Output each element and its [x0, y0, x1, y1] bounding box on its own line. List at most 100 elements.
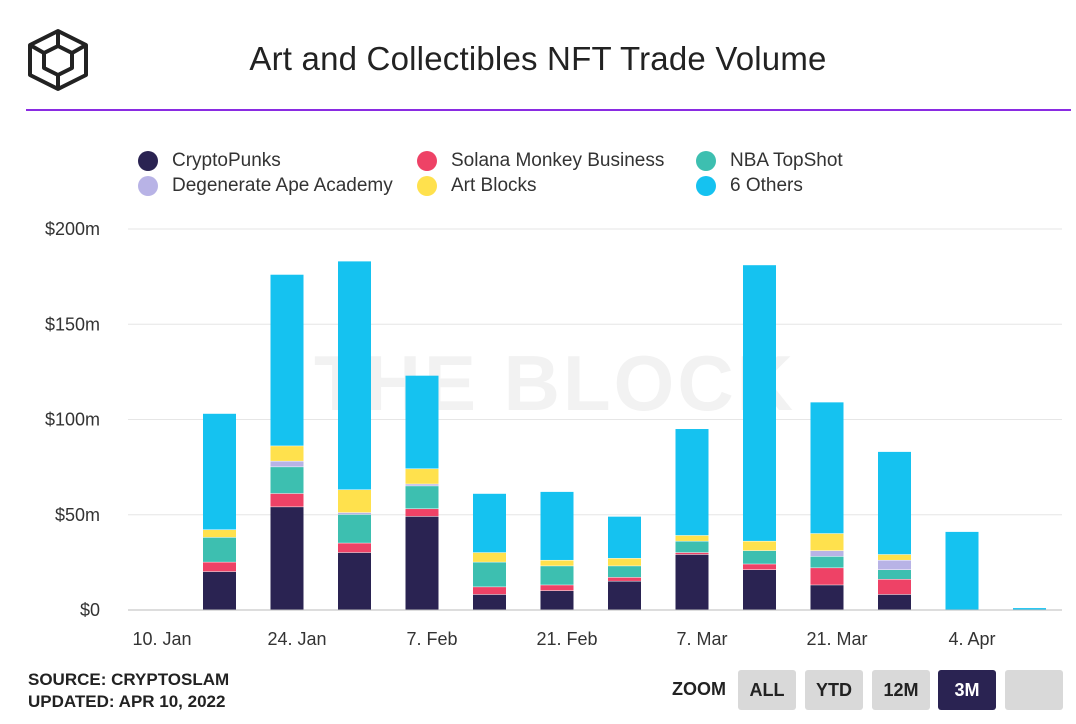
bar-segment-cryptopunks: [675, 554, 709, 610]
bar-stack-21-feb[interactable]: [540, 491, 574, 610]
bar-segment-art-blocks: [675, 535, 709, 541]
legend-label: Solana Monkey Business: [451, 150, 665, 171]
legend-item-nba-topshot[interactable]: NBA TopShot: [696, 149, 843, 173]
chart-header: Art and Collectibles NFT Trade Volume: [0, 0, 1076, 112]
y-tick-label: $150m: [45, 314, 100, 334]
zoom-12m-button[interactable]: 12M: [872, 670, 930, 710]
x-tick-label: 21. Mar: [806, 629, 867, 649]
updated-label: UPDATED: APR 10, 2022: [28, 692, 226, 711]
legend-item-solana-monkey-business[interactable]: Solana Monkey Business: [417, 149, 664, 173]
chart-legend: CryptoPunks Solana Monkey Business NBA Top…: [0, 146, 1076, 202]
bar-segment-cryptopunks: [405, 516, 439, 610]
bar-segment-art-blocks: [810, 533, 844, 551]
legend-item-6-others[interactable]: 6 Others: [696, 174, 803, 198]
legend-item-art-blocks[interactable]: Art Blocks: [417, 174, 537, 198]
bar-segment-cryptopunks: [203, 571, 236, 610]
bar-segment-solana-monkey-business: [338, 543, 371, 553]
bar-segment-6-others: [608, 516, 641, 559]
legend-item-cryptopunks[interactable]: CryptoPunks: [138, 149, 281, 173]
bar-segment-art-blocks: [540, 560, 574, 566]
bar-segment-art-blocks: [878, 554, 911, 560]
y-tick-label: $200m: [45, 219, 100, 239]
bar-segment-solana-monkey-business: [270, 493, 304, 507]
legend-swatch: [138, 151, 158, 171]
bar-segment-nba-topshot: [405, 486, 439, 509]
bar-segment-cryptopunks: [540, 590, 574, 610]
x-tick-label: 21. Feb: [536, 629, 597, 649]
title-divider: [26, 109, 1071, 111]
bar-stack-17-jan[interactable]: [203, 413, 236, 610]
bar-segment-degenerate-ape-academy: [338, 512, 371, 515]
bar-segment-6-others: [878, 451, 911, 555]
bar-segment-nba-topshot: [608, 566, 641, 578]
bar-segment-nba-topshot: [743, 550, 776, 564]
x-tick-label: 4. Apr: [948, 629, 995, 649]
bar-stack-11-apr[interactable]: [1013, 608, 1046, 610]
source-note: SOURCE: CRYPTOSLAM UPDATED: APR 10, 2022: [28, 669, 229, 713]
legend-item-degenerate-ape-academy[interactable]: Degenerate Ape Academy: [138, 174, 393, 198]
y-tick-label: $50m: [55, 505, 100, 525]
bar-segment-nba-topshot: [270, 467, 304, 494]
bar-stack-31-jan[interactable]: [338, 261, 371, 610]
bar-segment-6-others: [1013, 608, 1046, 610]
bar-segment-nba-topshot: [810, 556, 844, 568]
bar-segment-6-others: [270, 274, 304, 446]
bar-segment-cryptopunks: [810, 585, 844, 610]
bar-stack-14-feb[interactable]: [473, 493, 506, 610]
bar-segment-cryptopunks: [878, 594, 911, 610]
bar-segment-cryptopunks: [338, 552, 371, 610]
zoom-label: ZOOM: [672, 679, 726, 699]
legend-swatch: [417, 151, 437, 171]
bar-stack-7-feb[interactable]: [405, 375, 439, 610]
bar-stack-21-mar[interactable]: [810, 402, 844, 610]
y-tick-label: $100m: [45, 410, 100, 430]
bar-segment-solana-monkey-business: [878, 579, 911, 595]
zoom-all-button[interactable]: ALL: [738, 670, 796, 710]
bar-stack-4-apr[interactable]: [945, 531, 979, 610]
bar-segment-6-others: [743, 265, 776, 541]
source-label: SOURCE: CRYPTOSLAM: [28, 670, 230, 689]
x-tick-label: 7. Feb: [406, 629, 457, 649]
bar-segment-degenerate-ape-academy: [878, 560, 911, 570]
bar-stack-28-mar[interactable]: [878, 451, 911, 610]
legend-label: CryptoPunks: [172, 150, 281, 171]
bar-segment-degenerate-ape-academy: [405, 484, 439, 486]
bar-segment-nba-topshot: [203, 537, 236, 562]
bar-segment-6-others: [540, 491, 574, 560]
bar-segment-cryptopunks: [608, 581, 641, 610]
bar-stack-28-feb[interactable]: [608, 516, 641, 610]
bar-stack-24-jan[interactable]: [270, 274, 304, 610]
bar-segment-cryptopunks: [473, 594, 506, 610]
bar-segment-nba-topshot: [675, 541, 709, 553]
bar-segment-solana-monkey-business: [405, 509, 439, 517]
bar-segment-6-others: [405, 375, 439, 469]
legend-swatch: [417, 176, 437, 196]
bar-segment-art-blocks: [203, 529, 236, 538]
bar-segment-6-others: [945, 531, 979, 610]
page-title: Art and Collectibles NFT Trade Volume: [249, 40, 827, 77]
bar-segment-6-others: [473, 493, 506, 553]
bar-stack-14-mar[interactable]: [743, 265, 776, 610]
legend-swatch: [138, 176, 158, 196]
bar-segment-nba-topshot: [338, 514, 371, 543]
bar-segment-art-blocks: [270, 446, 304, 461]
x-tick-label: 7. Mar: [676, 629, 727, 649]
x-tick-label: 10. Jan: [132, 629, 191, 649]
zoom-extra-button[interactable]: [1005, 670, 1063, 710]
bar-segment-art-blocks: [405, 469, 439, 484]
bar-segment-solana-monkey-business: [473, 587, 506, 595]
x-tick-label: 24. Jan: [267, 629, 326, 649]
zoom-3m-button[interactable]: 3M: [938, 670, 996, 710]
bar-segment-nba-topshot: [878, 569, 911, 580]
bar-segment-solana-monkey-business: [743, 564, 776, 570]
bar-segment-art-blocks: [473, 552, 506, 562]
bar-segment-art-blocks: [608, 558, 641, 566]
bar-segment-6-others: [810, 402, 844, 534]
bar-segment-solana-monkey-business: [810, 568, 844, 585]
bar-segment-nba-topshot: [473, 562, 506, 587]
zoom-ytd-button[interactable]: YTD: [805, 670, 863, 710]
bar-stack-7-mar[interactable]: [675, 429, 709, 610]
bar-segment-cryptopunks: [743, 569, 776, 610]
bar-segment-degenerate-ape-academy: [270, 461, 304, 467]
bar-segment-art-blocks: [338, 489, 371, 513]
